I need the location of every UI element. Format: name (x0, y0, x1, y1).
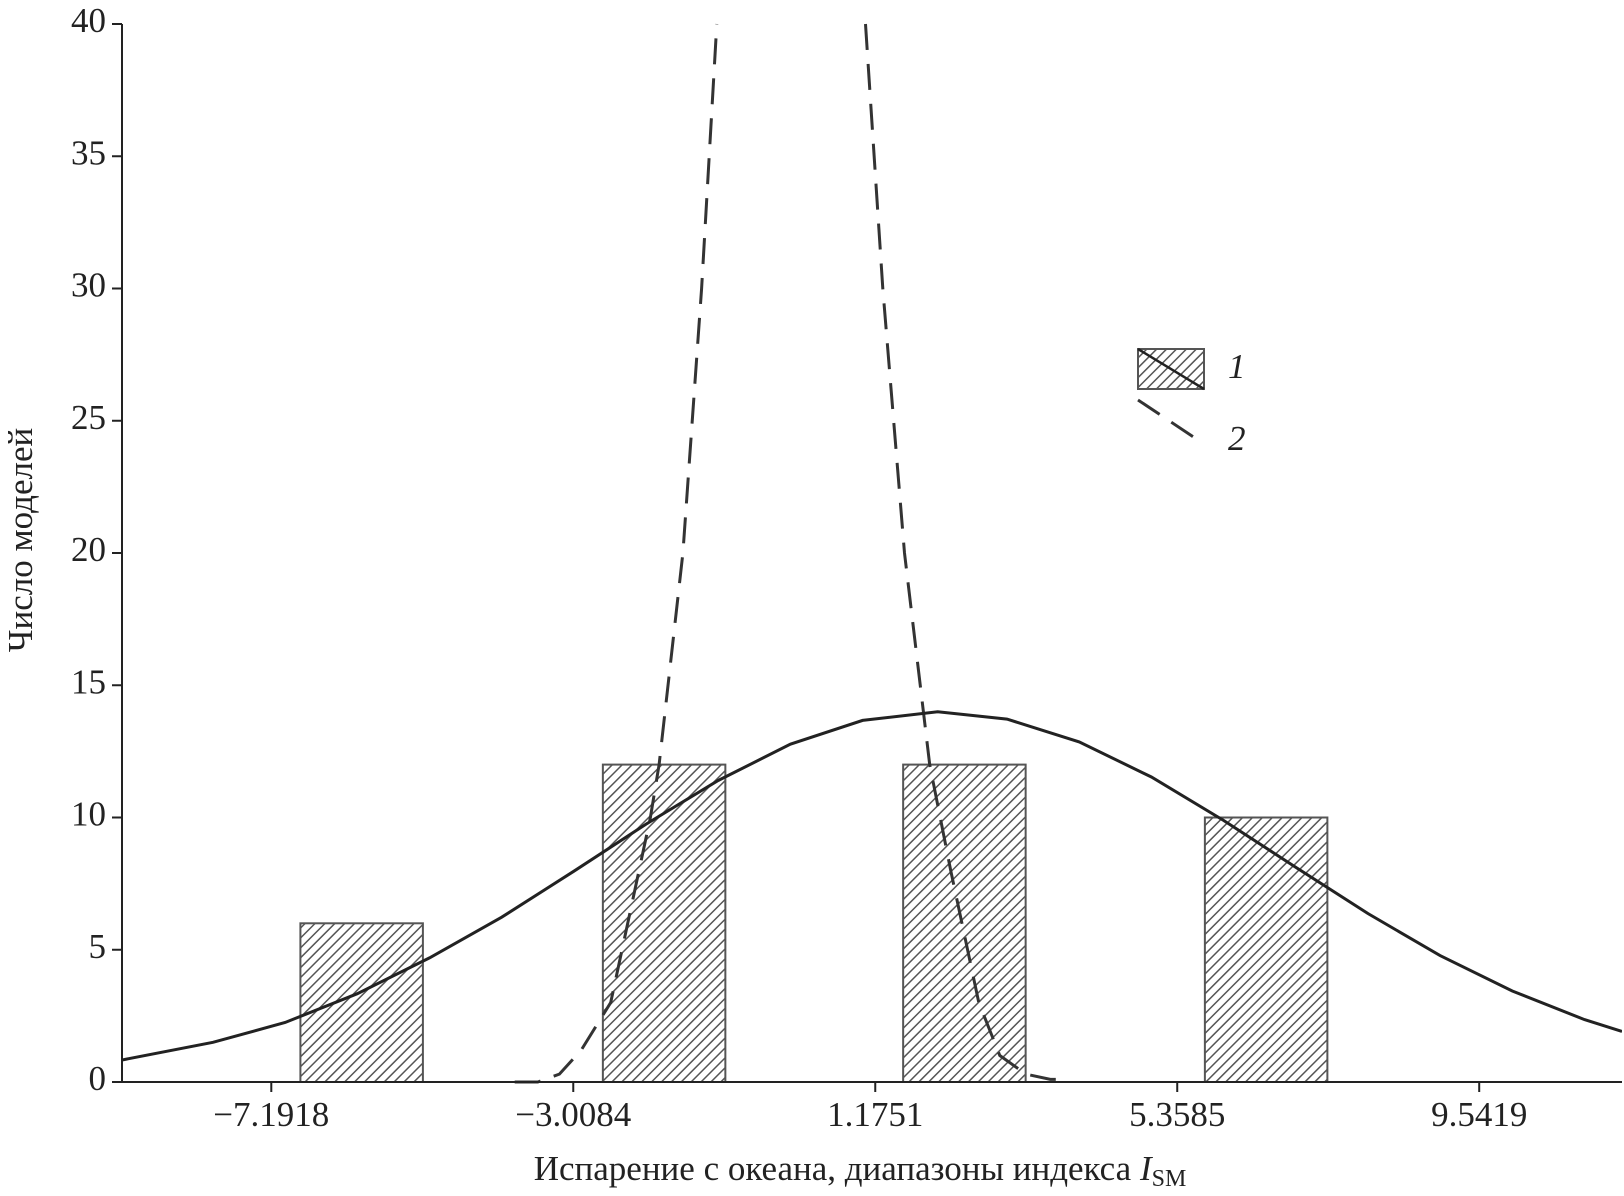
bar (299, 922, 424, 1083)
y-tick-label: 15 (71, 662, 106, 701)
x-tick-label: 1.1751 (827, 1095, 923, 1134)
legend-swatch-line (1137, 347, 1205, 391)
bar (601, 763, 727, 1083)
legend-label: 1 (1228, 347, 1246, 386)
legend: 12 (1137, 347, 1246, 458)
y-tick-label: 40 (71, 1, 106, 40)
x-label-var: I (1139, 1149, 1154, 1188)
x-tick-label: −3.0084 (515, 1095, 631, 1134)
x-tick-label: −7.1918 (213, 1095, 329, 1134)
x-label-text: Испарение с океана, диапазоны индекса (534, 1149, 1140, 1188)
y-axis-label: Число моделей (1, 428, 40, 652)
legend-label: 2 (1228, 419, 1246, 458)
y-tick-label: 30 (71, 266, 106, 305)
y-tick-label: 10 (71, 795, 106, 834)
y-tick-label: 20 (71, 530, 106, 569)
y-tick-label: 35 (71, 133, 106, 172)
x-label-sub: SM (1152, 1166, 1187, 1192)
bar (902, 763, 1027, 1083)
x-axis-label: Испарение с океана, диапазоны индекса IS… (534, 1149, 1187, 1191)
solid-curve (122, 710, 1622, 1062)
legend-swatch-line (1137, 398, 1205, 446)
y-tick-label: 0 (89, 1059, 107, 1098)
bar (1203, 816, 1329, 1083)
x-tick-label: 9.5419 (1431, 1095, 1527, 1134)
x-tick-label: 5.3585 (1129, 1095, 1225, 1134)
y-tick-label: 5 (89, 927, 107, 966)
dashed-curve (514, 23, 1064, 1084)
y-tick-label: 25 (71, 398, 106, 437)
